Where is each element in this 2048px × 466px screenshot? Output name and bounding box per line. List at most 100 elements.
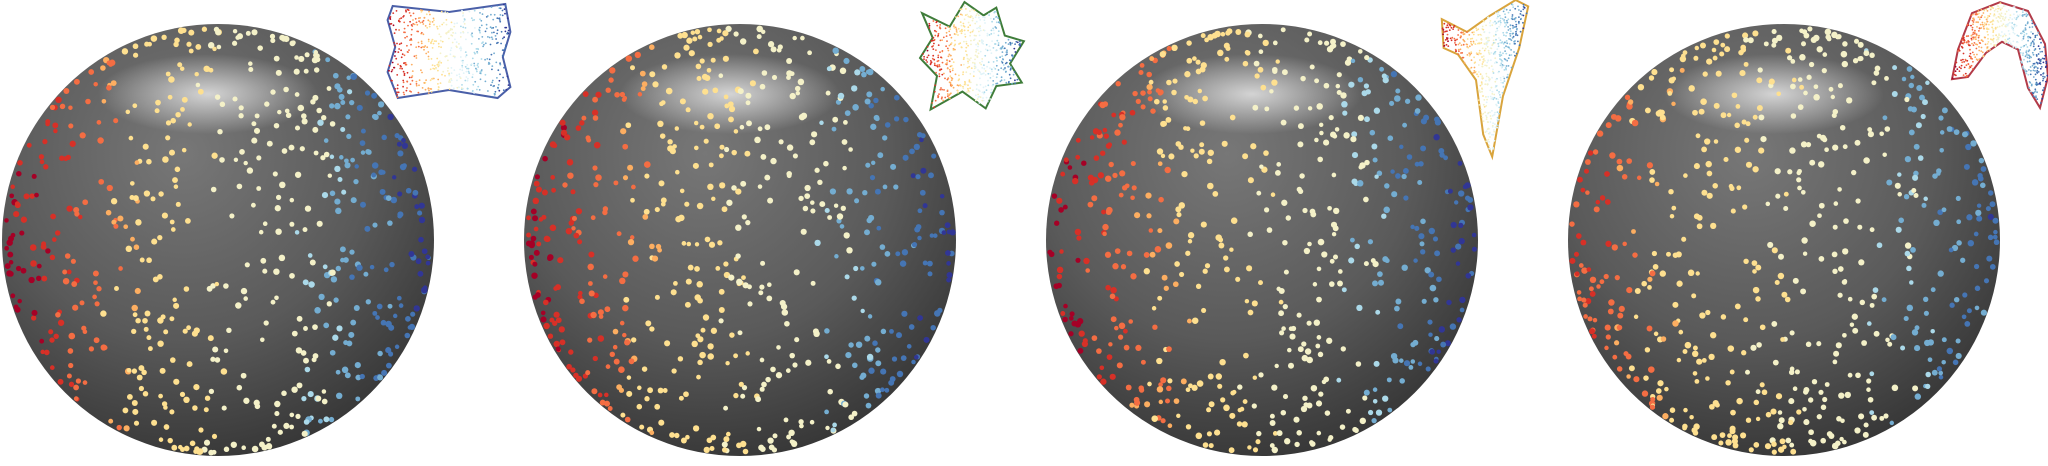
inset-point [2030,84,2033,87]
inset-point [506,32,508,35]
inset-point [1491,76,1493,79]
sphere-point [371,162,379,169]
sphere-point [1637,84,1645,91]
sphere-point [1835,34,1841,40]
sphere-point [1807,26,1813,32]
sphere-point [1752,166,1759,173]
sphere-point [780,303,788,310]
inset-point [507,29,510,32]
inset-point [1001,55,1004,58]
sphere-point [49,337,55,343]
inset-point [945,35,948,37]
sphere-point [1359,162,1366,169]
sphere-point [864,229,870,236]
sphere-point [1187,232,1195,239]
sphere-point [1280,119,1287,126]
inset-point [453,22,456,25]
sphere-point [1167,423,1173,429]
inset-point [979,71,981,74]
sphere-point [105,209,112,216]
sphere-point [869,175,876,181]
sphere-point [1334,127,1340,132]
sphere-point [1323,139,1330,146]
inset-point [1452,26,1455,29]
sphere-point [1282,394,1289,400]
inset-point [446,70,449,72]
sphere-point [1051,193,1058,199]
sphere-point [221,405,227,411]
sphere-point [263,320,269,326]
sphere-point [624,339,631,346]
inset-point [955,28,958,30]
inset-point [2022,52,2024,55]
sphere-point [1237,384,1243,390]
sphere-point [1729,369,1735,375]
inset-point [1485,96,1487,98]
sphere-point [413,305,420,312]
inset-point [962,71,965,73]
inset-point [956,89,959,92]
sphere-point [1166,46,1172,52]
inset-point [983,29,986,32]
sphere-point [798,195,804,202]
sphere-point [1941,359,1946,365]
inset-point [2024,27,2027,29]
sphere-point [627,164,634,171]
sphere-point [1208,401,1215,408]
sphere-point [1229,114,1236,121]
inset-point [1455,50,1457,53]
inset-point [1505,67,1507,70]
sphere-point [1313,319,1321,326]
inset-point [1454,39,1456,42]
inset-point [2045,65,2047,68]
sphere-point [1100,150,1106,156]
inset-point [935,49,937,51]
inset-point [1997,21,2000,23]
sphere-point [301,118,308,125]
inset-point [404,63,407,66]
sphere-point [738,381,744,387]
inset-point [391,61,394,64]
inset-point [934,84,937,87]
inset-point [2012,40,2015,43]
sphere-point [1150,108,1156,114]
inset-point [388,69,390,72]
inset-point [1489,115,1492,117]
inset-point [1458,50,1460,53]
sphere-points [4,26,431,456]
sphere-point [379,188,386,195]
inset-point [447,67,449,69]
sphere-point [671,368,677,374]
sphere-point [687,264,694,271]
inset-point [1488,22,1491,24]
inset-point [1493,139,1496,142]
inset-point [2041,57,2044,60]
sphere-point [1326,337,1333,344]
inset-point [949,65,952,68]
sphere-point [644,173,650,179]
inset-point [1005,81,1008,84]
inset-point [1985,23,1988,26]
sphere-point [1783,205,1789,212]
sphere-point [1805,341,1812,348]
inset-point [430,41,432,44]
sphere-point [1891,91,1898,97]
inset-point [1998,7,2001,10]
sphere-point [1761,389,1768,396]
sphere-point [1217,383,1223,389]
inset-point [1503,46,1506,49]
sphere-point [1192,98,1199,105]
sphere-point [147,346,153,352]
inset-point [1497,11,1500,13]
sphere-point [1800,189,1806,195]
sphere-point [1056,273,1063,280]
inset-point [1483,31,1486,33]
inset-point [944,27,947,30]
sphere-point [1992,217,1999,224]
sphere-point [731,185,737,191]
sphere-point [181,27,187,34]
inset-point [1480,34,1483,36]
sphere-point [259,441,265,448]
inset-point [1496,13,1499,16]
inset-point [1500,62,1503,65]
